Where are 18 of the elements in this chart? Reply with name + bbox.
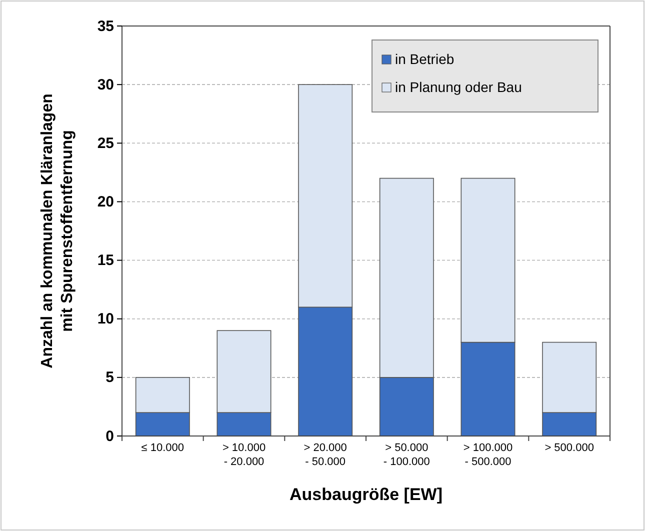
x-tick-label: ≤ 10.000 [141, 442, 184, 454]
y-tick-label: 5 [106, 369, 114, 386]
y-tick-label: 30 [97, 76, 114, 94]
x-tick-label: > 10.000 - 20.000 [222, 442, 266, 468]
legend-label: in Betrieb [395, 51, 454, 67]
y-axis-title: Anzahl an kommunalen Kläranlagen mit Spurenstoffentfernung [39, 94, 76, 368]
x-tick-label: > 500.000 [544, 442, 594, 454]
x-axis-title: Ausbaugröße [EW] [290, 485, 442, 504]
y-tick-label: 35 [97, 18, 114, 35]
x-tick-label: > 100.000 - 500.000 [463, 442, 513, 468]
y-tick-label: 10 [97, 310, 114, 328]
y-tick-label: 15 [97, 252, 114, 270]
y-tick-label: 0 [106, 428, 114, 445]
y-tick-label: 25 [97, 134, 114, 152]
x-tick-label: > 50.000 - 100.000 [383, 442, 430, 468]
legend-label: in Planung oder Bau [395, 79, 522, 95]
x-tick-label: > 20.000 - 50.000 [304, 442, 347, 468]
y-tick-label: 20 [97, 194, 114, 211]
